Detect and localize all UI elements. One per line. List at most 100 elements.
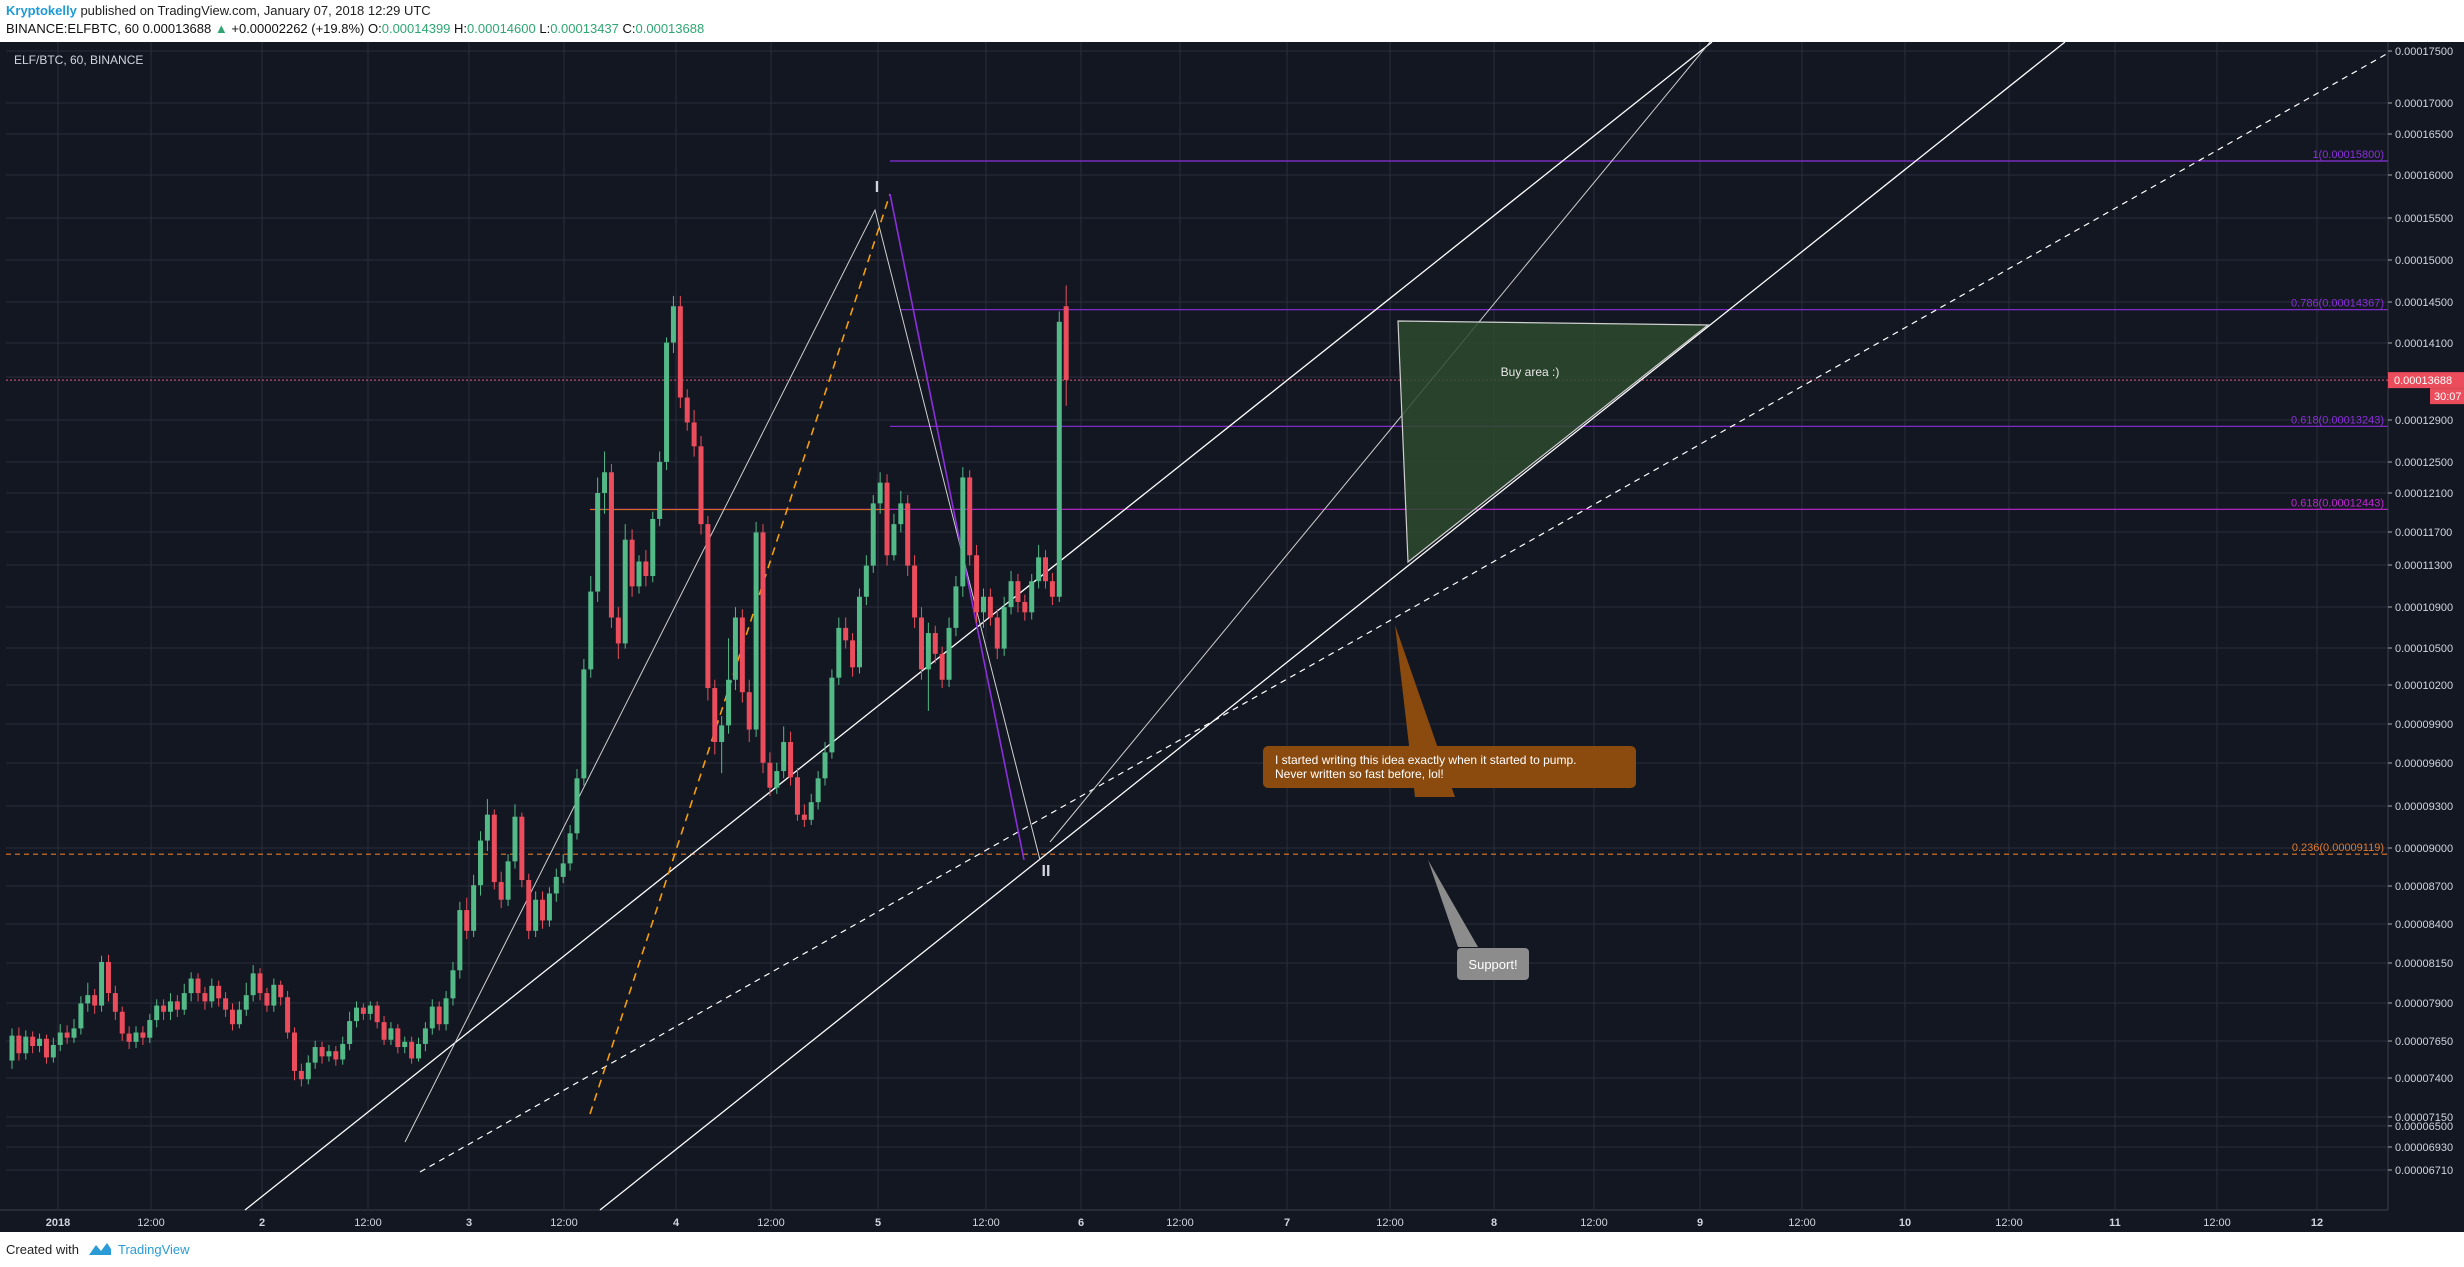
candle-body — [402, 1041, 408, 1048]
candle-body — [1001, 607, 1007, 649]
candle-body — [126, 1033, 132, 1042]
tradingview-brand[interactable]: TradingView — [118, 1242, 190, 1257]
candle-body — [615, 617, 621, 644]
candle-body — [319, 1047, 325, 1057]
chart-legend: ELF/BTC, 60, BINANCE — [14, 53, 143, 67]
candle-body — [23, 1036, 29, 1054]
y-tick-label: 0.00010200 — [2395, 680, 2453, 692]
candle-body — [636, 561, 642, 587]
x-tick-label: 12:00 — [137, 1217, 165, 1229]
candle-body — [905, 503, 911, 566]
candle-body — [726, 679, 732, 726]
candlestick-chart[interactable]: 0.00017500 0.00017000 0.00016500 0.00016000… — [0, 42, 2464, 1232]
candle-body — [781, 742, 787, 772]
grid — [6, 42, 2388, 1210]
candle-body — [347, 1021, 353, 1044]
ohlc-line: BINANCE:ELFBTC, 60 0.00013688 ▲ +0.00002… — [6, 21, 704, 36]
candle-body — [608, 472, 614, 618]
candle-body — [739, 617, 745, 693]
y-tick-label: 0.00007150 — [2395, 1112, 2453, 1124]
candle-body — [898, 503, 904, 525]
candle-body — [719, 725, 725, 743]
candle-body — [388, 1028, 394, 1040]
last-price-tag-label: 0.00013688 — [2394, 375, 2452, 387]
publish-info: published on TradingView.com, January 07… — [80, 3, 431, 18]
candle-body — [471, 885, 477, 931]
candle-body — [877, 482, 883, 504]
x-tick-label: 2 — [259, 1217, 265, 1229]
candle-body — [264, 993, 270, 1006]
candle-body — [650, 518, 656, 577]
candle-body — [381, 1022, 387, 1040]
x-axis: 2018 12:00 2 12:00 3 12:00 4 12:00 5 12:00 6 12:00 7… — [46, 1217, 2323, 1229]
candle-body — [298, 1070, 304, 1080]
candle-body — [167, 1001, 173, 1012]
candle-body — [491, 814, 497, 883]
candle-body — [1049, 581, 1055, 597]
channel-mid-dashed-line — [419, 51, 2391, 1173]
x-tick-label: 3 — [466, 1217, 472, 1229]
candle-body — [836, 627, 842, 678]
candle-body — [360, 1007, 366, 1014]
candle-body — [843, 627, 849, 641]
candle-body — [512, 816, 518, 862]
candle-body — [409, 1041, 415, 1059]
candle-body — [595, 493, 601, 592]
candle-body — [567, 833, 573, 864]
author-link[interactable]: Kryptokelly — [6, 3, 77, 18]
note-pointer-grey — [1428, 860, 1478, 947]
candle-body — [670, 306, 676, 343]
candle-body — [953, 586, 959, 628]
candle-body — [78, 1003, 84, 1029]
x-tick-label: 12:00 — [550, 1217, 578, 1229]
candle-body — [774, 771, 780, 788]
x-tick-label: 12:00 — [354, 1217, 382, 1229]
candle-body — [912, 565, 918, 618]
candle-body — [602, 472, 608, 494]
candle-body — [677, 306, 683, 398]
x-tick-label: 12:00 — [1995, 1217, 2023, 1229]
x-tick-label: 8 — [1491, 1217, 1497, 1229]
candle-body — [291, 1032, 297, 1071]
x-tick-label: 10 — [1899, 1217, 1911, 1229]
candle-body — [684, 397, 690, 423]
symbol-label: BINANCE:ELFBTC, 60 — [6, 21, 139, 36]
candle-body — [181, 993, 187, 1010]
x-tick-label: 12:00 — [972, 1217, 1000, 1229]
candle-body — [994, 617, 1000, 649]
publish-header: Kryptokelly published on TradingView.com… — [0, 0, 2464, 42]
low-value: 0.00013437 — [550, 21, 619, 36]
fib-label: 1(0.00015800) — [2312, 149, 2384, 161]
candle-body — [753, 532, 759, 730]
footer: Created with TradingView — [0, 1232, 2464, 1267]
buy-area-triangle — [1397, 320, 1710, 564]
low-label: L: — [539, 21, 551, 36]
candle-body — [815, 778, 821, 803]
candle-body — [243, 995, 249, 1010]
candle-body — [939, 653, 945, 680]
candle-body — [946, 627, 952, 680]
candle-body — [147, 1020, 153, 1038]
candle-body — [285, 997, 291, 1033]
candle-body — [519, 816, 525, 881]
y-tick-label: 0.00008150 — [2395, 958, 2453, 970]
candle-body — [229, 1009, 235, 1025]
y-tick-label: 0.00017500 — [2395, 46, 2453, 58]
y-tick-label: 0.00010500 — [2395, 643, 2453, 655]
candle-body — [236, 1009, 242, 1025]
x-tick-label: 4 — [673, 1217, 680, 1229]
candle-body — [1063, 306, 1069, 380]
candle-body — [1036, 557, 1042, 582]
y-tick-label: 0.00006930 — [2395, 1142, 2453, 1154]
candle-body — [326, 1051, 332, 1057]
y-tick-label: 0.00014500 — [2395, 297, 2453, 309]
x-tick-label: 9 — [1697, 1217, 1703, 1229]
candle-body — [664, 342, 670, 462]
candle-body — [374, 1005, 380, 1023]
y-tick-label: 0.00006500 — [2395, 1121, 2453, 1133]
candle-body — [505, 861, 511, 900]
candle-body — [257, 973, 263, 994]
fib-label: 0.618(0.00012443) — [2291, 497, 2384, 509]
channel-lines — [244, 42, 2391, 1211]
candle-body — [932, 633, 938, 654]
